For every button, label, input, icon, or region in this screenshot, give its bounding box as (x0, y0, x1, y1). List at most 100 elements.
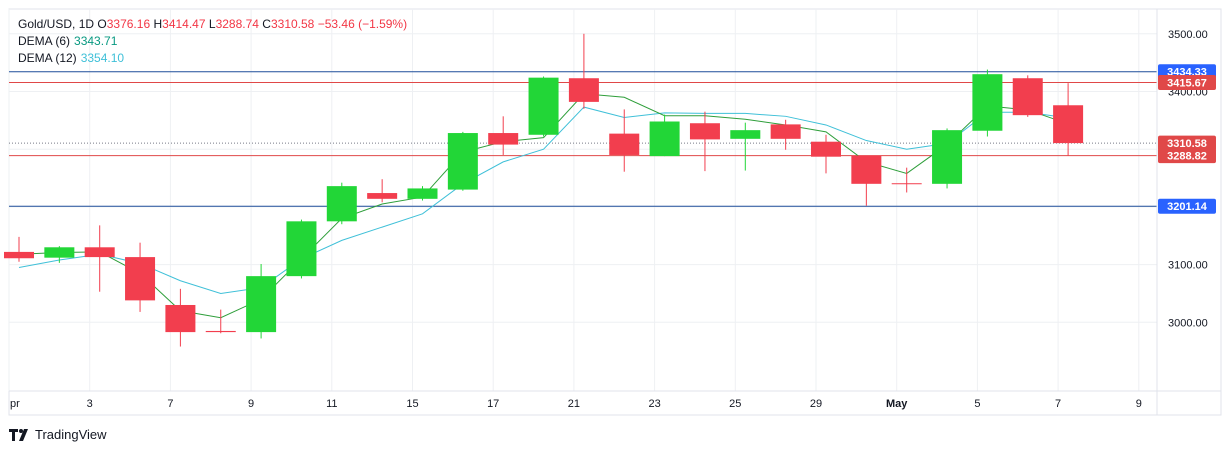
candle-6 (246, 264, 277, 339)
candle-body (891, 183, 922, 185)
legend-interval: 1D (78, 17, 95, 31)
brand-name: TradingView (35, 427, 107, 442)
candle-body (609, 133, 640, 155)
legend-symbol: Gold/USD (18, 17, 73, 31)
candle-body (730, 130, 761, 139)
candle-body (1012, 78, 1043, 116)
candle-body (44, 247, 75, 258)
candle-15 (609, 109, 640, 172)
candle-body (851, 155, 882, 184)
legend-close-label: C (262, 17, 271, 31)
price-label: 3415.67 (1167, 77, 1207, 89)
horizontal-price-lines (9, 71, 1157, 207)
candle-body (367, 193, 398, 199)
x-tick-label: 3 (87, 398, 93, 410)
candle-19 (770, 119, 801, 150)
x-tick-label: 21 (568, 398, 580, 410)
legend-open: 3376.16 (106, 17, 151, 31)
legend-dema12-value: 3354.10 (80, 51, 125, 65)
x-tick-label: pr (10, 398, 20, 410)
candle-13 (528, 76, 559, 137)
price-label-bg (1158, 198, 1216, 214)
x-tick-label: 17 (487, 398, 499, 410)
candle-4 (165, 288, 196, 347)
price-label: 3201.14 (1167, 201, 1208, 213)
candle-1 (44, 246, 75, 263)
x-tick-label: 25 (729, 398, 741, 410)
candle-body (205, 330, 236, 333)
legend: Gold/USD, 1D O3376.16 H3414.47 L3288.74 … (18, 16, 407, 67)
x-tick-label: 29 (810, 398, 822, 410)
legend-dema6-value: 3343.71 (74, 34, 118, 48)
candle-25 (1012, 75, 1043, 117)
candle-body (811, 141, 841, 157)
candle-body (1053, 105, 1084, 144)
candle-10 (407, 186, 438, 201)
x-tick-label: 15 (406, 398, 418, 410)
legend-dema6-row: DEMA (6) 3343.71 (18, 33, 407, 50)
x-tick-label: 11 (326, 398, 337, 410)
candle-body (286, 221, 317, 277)
candle-20 (811, 134, 841, 174)
candle-2 (84, 225, 115, 292)
candle-16 (649, 114, 680, 157)
candle-body (528, 77, 559, 135)
legend-low-label: L (208, 17, 216, 31)
price-label-bg (1158, 148, 1216, 164)
candle-body (972, 74, 1003, 131)
candle-17 (689, 111, 720, 172)
legend-dema6-label: DEMA (6) (18, 34, 71, 48)
candle-8 (326, 182, 357, 225)
tradingview-logo-icon (9, 428, 28, 441)
time-axis[interactable]: pr 3 7 9 11 15 17 21 23 25 29 May 5 7 9 (10, 398, 1142, 410)
chart-frame (8, 8, 1222, 416)
legend-dema12-row: DEMA (12) 3354.10 (18, 50, 407, 67)
candle-23 (932, 128, 963, 189)
candle-18 (730, 122, 761, 171)
candle-7 (286, 219, 317, 279)
candle-body (932, 130, 963, 184)
x-tick-label: May (886, 398, 908, 410)
legend-change: −53.46 (−1.59%) (317, 17, 408, 31)
legend-high: 3414.47 (162, 17, 206, 31)
candle-0 (4, 236, 34, 262)
y-tick-label: 3500.00 (1168, 29, 1208, 41)
candle-body (649, 121, 680, 157)
legend-close: 3310.58 (270, 17, 315, 31)
candle-22 (891, 167, 922, 193)
candle-body (4, 251, 34, 259)
legend-dema12-label: DEMA (12) (18, 51, 77, 65)
x-tick-label: 7 (1055, 398, 1061, 410)
candle-21 (851, 155, 882, 206)
legend-high-label: H (153, 17, 163, 31)
y-tick-label: 3000.00 (1168, 317, 1208, 329)
price-label-bg (1158, 74, 1216, 90)
candle-12 (488, 116, 519, 155)
legend-open-label: O (97, 17, 107, 31)
candle-26 (1053, 83, 1084, 156)
legend-low: 3288.74 (215, 17, 259, 31)
candle-body (165, 304, 196, 333)
candle-9 (367, 179, 398, 203)
candle-11 (447, 131, 478, 191)
candle-body (447, 133, 478, 190)
candles (4, 33, 1084, 347)
candle-body (488, 133, 519, 145)
candle-body (246, 276, 277, 333)
candle-3 (125, 242, 156, 312)
y-tick-label: 3100.00 (1168, 260, 1208, 272)
x-tick-label: 9 (1136, 398, 1142, 410)
legend-ohlc-row: Gold/USD, 1D O3376.16 H3414.47 L3288.74 … (18, 17, 408, 31)
candle-body (770, 124, 801, 139)
candle-body (326, 186, 357, 222)
dema12-line (18, 106, 1069, 294)
candle-body (125, 257, 156, 301)
price-label: 3288.82 (1167, 151, 1207, 163)
x-tick-label: 5 (974, 398, 980, 410)
price-label: 3310.58 (1167, 138, 1207, 150)
brand[interactable]: TradingView (9, 427, 107, 442)
candle-body (407, 188, 438, 199)
candle-body (568, 78, 599, 102)
